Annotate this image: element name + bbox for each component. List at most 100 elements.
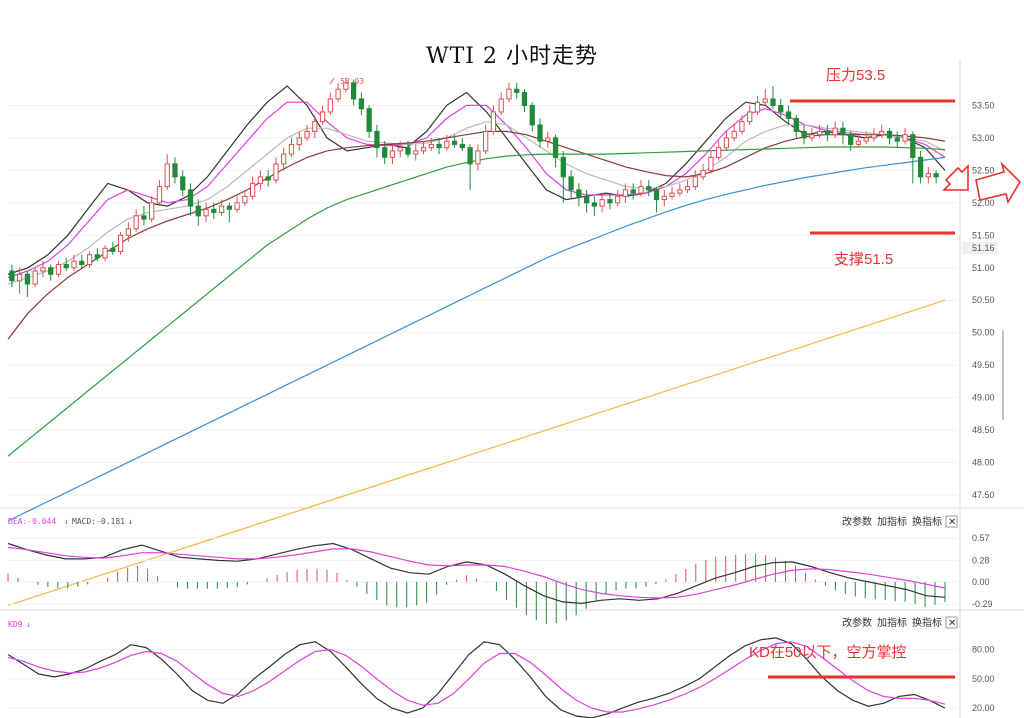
last-price-label: 51.16 [972,243,995,253]
macd-histogram [7,553,946,624]
kd-header: KD9 [8,620,23,629]
candle-body [661,195,667,201]
candle-body [467,147,473,165]
y-tick-label: 52.50 [972,165,995,175]
candle-body [358,98,365,110]
y-tick-label: 51.00 [972,263,995,273]
candle-body [894,137,900,142]
trend-arrow-icon [975,161,1022,205]
kd-add-indicator-button[interactable]: 加指标 [877,616,907,629]
candle-body [63,264,69,269]
candle-body [560,156,566,178]
ma30-line [7,130,946,340]
kd-note-label: KD在50以下，空方掌控 [749,644,907,661]
resistance-label: 压力53.5 [826,67,885,84]
ma60-line [7,146,946,457]
candle-body [94,254,100,259]
kd-edit-params-button[interactable]: 改参数 [842,616,872,629]
candle-body [498,98,504,113]
y-tick-label: 0.00 [972,577,990,587]
y-tick-label: 53.50 [972,100,995,110]
y-tick-label: 50.00 [972,674,995,684]
kd-k-line [7,637,946,718]
kd-switch-indicator-button[interactable]: 换指标 [912,616,942,629]
candle-body [218,205,225,214]
candle-body [863,137,869,142]
candle-body [133,215,139,230]
candle-body [576,189,582,197]
candle-body [583,195,590,204]
candle-body [506,88,512,100]
y-tick-label: 53.00 [972,133,995,143]
candle-body [692,176,698,188]
candle-body [716,147,722,158]
macd-add-indicator-button[interactable]: 加指标 [877,515,907,528]
candle-body [622,189,629,197]
candle-body [886,130,893,139]
y-tick-label: 47.50 [972,490,995,500]
candle-body [731,130,737,139]
ma120-line [7,156,946,522]
candle-body [257,176,264,184]
macd-edit-params-button[interactable]: 改参数 [842,515,872,528]
candle-body [102,247,108,259]
candle-body [910,134,916,158]
candle-body [242,195,248,204]
candle-body [762,98,768,103]
y-tick-label: -0.29 [972,599,993,609]
candle-body [335,88,341,100]
candle-body [816,130,823,136]
candle-body [24,273,31,285]
candle-body [110,247,116,253]
kd-d-line [7,641,946,713]
candle-body [529,104,535,126]
candle-body [405,147,411,155]
last-price-tag [962,242,998,254]
support-label: 支撑51.5 [834,251,893,268]
candle-body [273,163,279,181]
y-tick-label: 49.50 [972,360,995,370]
ma250-line [7,299,946,606]
close-icon: ✕ [948,517,956,528]
candle-body [389,150,396,158]
candle-body [778,104,784,113]
candle-body [545,137,551,142]
candle-body [374,130,380,149]
candle-body [296,137,302,145]
candle-body [684,186,691,191]
candle-body [250,182,256,197]
main-y-axis: 53.50 53.00 52.50 52.00 51.50 51.00 50.50 50.00… [972,100,995,500]
candle-body [747,111,753,123]
candle-body [793,117,799,132]
candle-body [234,202,240,210]
candle-body [436,143,442,149]
candle-body [327,98,333,113]
candle-body [40,267,46,272]
candle-body [832,127,838,136]
candle-body [855,140,862,145]
y-tick-label: 49.00 [972,393,995,403]
candle-body [615,195,621,204]
svg-text:↓: ↓ [64,517,69,526]
close-icon: ✕ [948,618,956,629]
candle-body [809,134,815,139]
macd-switch-indicator-button[interactable]: 换指标 [912,515,942,528]
candle-body [871,134,877,139]
down-arrow-icon [942,164,969,191]
candle-body [203,208,209,217]
candle-body [708,156,714,171]
candle-body [514,88,520,93]
dea-value: DEA:-0.044 [8,517,56,526]
macd-close-button[interactable] [945,515,958,528]
high-price-label: 53.93 [340,77,364,86]
candle-body [490,111,497,132]
candle-body [281,153,287,165]
candle-body [48,267,54,275]
candle-body [319,111,326,123]
candle-body [226,205,232,210]
kd-close-button[interactable] [945,616,958,629]
macd-value: MACD:-0.181 [72,517,125,526]
candle-body [917,156,924,178]
candle-body [156,186,163,204]
